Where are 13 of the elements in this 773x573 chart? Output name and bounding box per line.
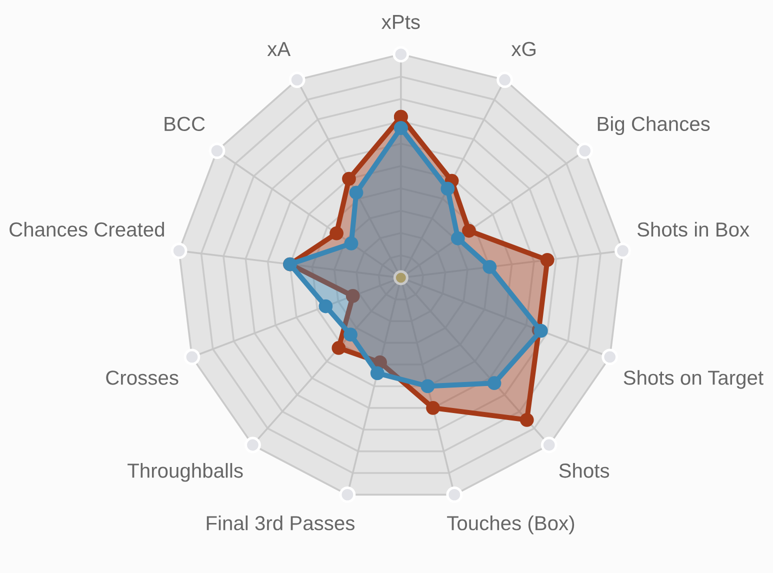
spoke-label: Final 3rd Passes	[206, 516, 355, 530]
spoke-label: Shots on Target	[624, 370, 764, 389]
spoke-label: xG	[511, 42, 536, 56]
spoke-label: Shots in Box	[637, 222, 750, 237]
spoke-label: xPts	[382, 15, 420, 30]
spoke-label: Touches (Box)	[447, 516, 574, 534]
spoke-label: Big Chances	[598, 116, 710, 136]
spoke-label: Crosses	[106, 370, 178, 385]
spoke-label: xA	[267, 42, 291, 56]
spoke-label: Chances Created	[10, 222, 164, 237]
spoke-label: Throughballs	[128, 463, 243, 482]
spoke-label: BCC	[164, 116, 205, 132]
spoke-label: Shots	[559, 463, 610, 478]
